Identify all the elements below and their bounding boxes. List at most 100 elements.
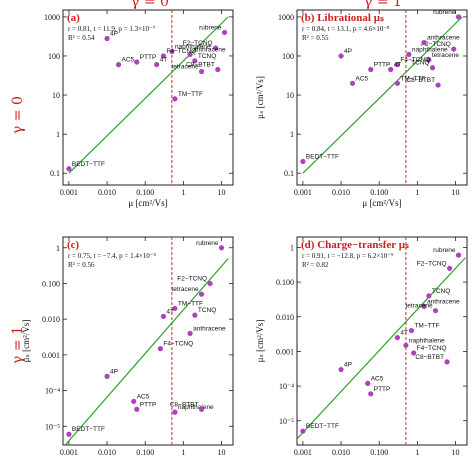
- point-tm-ttf: [172, 96, 178, 102]
- point-label-bedt-ttf: BEDT−TTF: [306, 153, 339, 160]
- point-label-f4-tcnq: F4−TCNQ: [163, 341, 193, 348]
- x-tick-label: 1: [415, 448, 419, 457]
- y-tick-label: 100: [282, 52, 294, 61]
- fit-line: [64, 258, 229, 445]
- point-pttp: [368, 391, 374, 397]
- point-label-rubrene: rubrene: [433, 9, 456, 16]
- point-label-naphthalene: naphthalene: [175, 44, 211, 51]
- row-label-gamma0: γ = 0: [10, 96, 26, 134]
- panel-3: 0.001 0.010 0.100 1 10 10⁻⁵ 10⁻⁴ 0.001 0.010 0.10…: [21, 236, 234, 457]
- point-label-tcnq: TCNQ: [198, 307, 216, 314]
- point-label-f2-tcnq: F2−TCNQ: [417, 260, 447, 267]
- point-label-anthracene: anthracene: [193, 46, 226, 53]
- point-label-tm-ttf: TM−TTF: [414, 323, 439, 330]
- point-tm-ttf: [172, 305, 178, 312]
- point-4p: [104, 35, 110, 42]
- point-label-tcnq: TCNQ: [198, 53, 216, 60]
- x-tick-label: 0.001: [294, 448, 312, 457]
- point-label-naphthalene: naphthalene: [409, 337, 445, 344]
- y-tick-label: 0.001: [42, 351, 60, 360]
- y-tick-label: 10⁻⁴: [279, 382, 294, 391]
- x-tick-label: 10: [452, 448, 460, 457]
- point-label-f2-tcnq: F2−TCNQ: [183, 40, 213, 47]
- x-tick-label: 10: [452, 188, 460, 197]
- y-tick-label: 10: [286, 91, 294, 100]
- point-label-naphthalene: naphthalene: [412, 46, 448, 53]
- point-label-ac5: AC5: [356, 75, 369, 82]
- point-label-c8-btbt: C8−BTBT: [186, 62, 215, 69]
- y-axis-label: μₛ [cm²/Vs]: [21, 320, 31, 363]
- panel-title: (a): [67, 12, 80, 24]
- y-tick-label: 10: [52, 91, 60, 100]
- point-anthracene: [421, 39, 427, 46]
- point-rubrene: [221, 29, 228, 36]
- point-label-pttp: PTTP: [374, 386, 391, 393]
- point-label-bedt-ttf: BEDT−TTF: [72, 426, 105, 433]
- point-label-naphthalene: naphthalene: [178, 404, 214, 411]
- point-label-bedt-ttf: BEDT−TTF: [72, 161, 105, 168]
- x-tick-label: 0.100: [136, 448, 154, 457]
- x-axis-label: μ [cm²/Vs]: [128, 198, 167, 208]
- point-label-f2-tcnq: F2−TCNQ: [421, 41, 451, 48]
- point-label-tetracene: tetracene: [405, 303, 432, 310]
- panel-stat-line: R² = 0.56: [68, 261, 95, 269]
- point-tetracene: [198, 68, 205, 75]
- point-4t: [154, 62, 160, 68]
- point-label-c8-btbt: C8−BTBT: [415, 354, 444, 361]
- point-ac5: [131, 398, 137, 404]
- point-f4-tcnq: [160, 53, 167, 59]
- point-bedt-ttf: [300, 158, 306, 165]
- y-tick-label: 0.1: [284, 169, 294, 178]
- point-tcnq: [192, 312, 198, 318]
- y-tick-label: 10⁻⁵: [45, 422, 60, 431]
- point-tm-ttf: [408, 327, 415, 334]
- point-c8-btbt: [215, 66, 221, 73]
- x-tick-label: 1: [181, 448, 185, 457]
- point-label-4t: 4T: [166, 308, 174, 315]
- y-tick-label: 0.010: [276, 313, 294, 322]
- point-label-tm-ttf: TM−TTF: [178, 300, 203, 307]
- x-tick-label: 0.010: [98, 448, 116, 457]
- x-tick-label: 10: [218, 448, 226, 457]
- point-naphthalene: [172, 409, 178, 415]
- point-label-tcnq: TCNQ: [432, 288, 450, 295]
- x-tick-label: 1: [181, 188, 185, 197]
- point-label-4p: 4P: [110, 30, 118, 37]
- y-tick-label: 10⁻⁴: [45, 387, 60, 396]
- panels-group: 0.001 0.010 0.100 1 10 0.1 1 10 100 1000 μ [cm²/Vs…: [21, 9, 468, 457]
- panel-stat-line: R² = 0.55: [302, 34, 329, 42]
- point-f2-tcnq: [451, 46, 457, 52]
- x-tick-label: 10: [218, 188, 226, 197]
- point-label-4t: 4T: [400, 330, 408, 337]
- y-tick-label: 0.001: [276, 347, 294, 356]
- point-label-anthracene: anthracene: [427, 35, 460, 42]
- point-4p: [338, 366, 344, 373]
- y-tick-label: 0.1: [50, 169, 60, 178]
- point-tetracene: [432, 308, 439, 314]
- point-rubrene: [455, 14, 462, 20]
- x-tick-label: 1: [415, 188, 419, 197]
- point-tcnq: [426, 293, 432, 299]
- x-tick-label: 0.001: [60, 448, 78, 457]
- point-f2-tcnq: [207, 280, 213, 287]
- x-tick-label: 0.100: [370, 448, 388, 457]
- point-tetracene: [198, 291, 205, 297]
- fit-line: [68, 16, 229, 174]
- x-tick-label: 0.100: [136, 188, 154, 197]
- point-ac5: [115, 62, 122, 68]
- point-anthracene: [421, 303, 427, 309]
- point-label-tcnq: TCNQ: [411, 60, 429, 67]
- point-label-pttp: PTTP: [140, 54, 157, 61]
- point-f2-tcnq: [447, 265, 453, 271]
- point-label-ac5: AC5: [137, 393, 150, 400]
- point-label-c8-btbt: C8−BTBT: [406, 77, 435, 84]
- point-anthracene: [187, 51, 193, 57]
- point-label-4t: 4T: [394, 62, 402, 69]
- point-4p: [338, 53, 344, 59]
- plot-frame: [296, 236, 468, 446]
- col-label-right: γ = 1: [364, 0, 402, 10]
- point-label-4p: 4P: [344, 362, 352, 369]
- x-tick-label: 0.001: [60, 188, 78, 197]
- point-f4-tcnq: [157, 346, 163, 352]
